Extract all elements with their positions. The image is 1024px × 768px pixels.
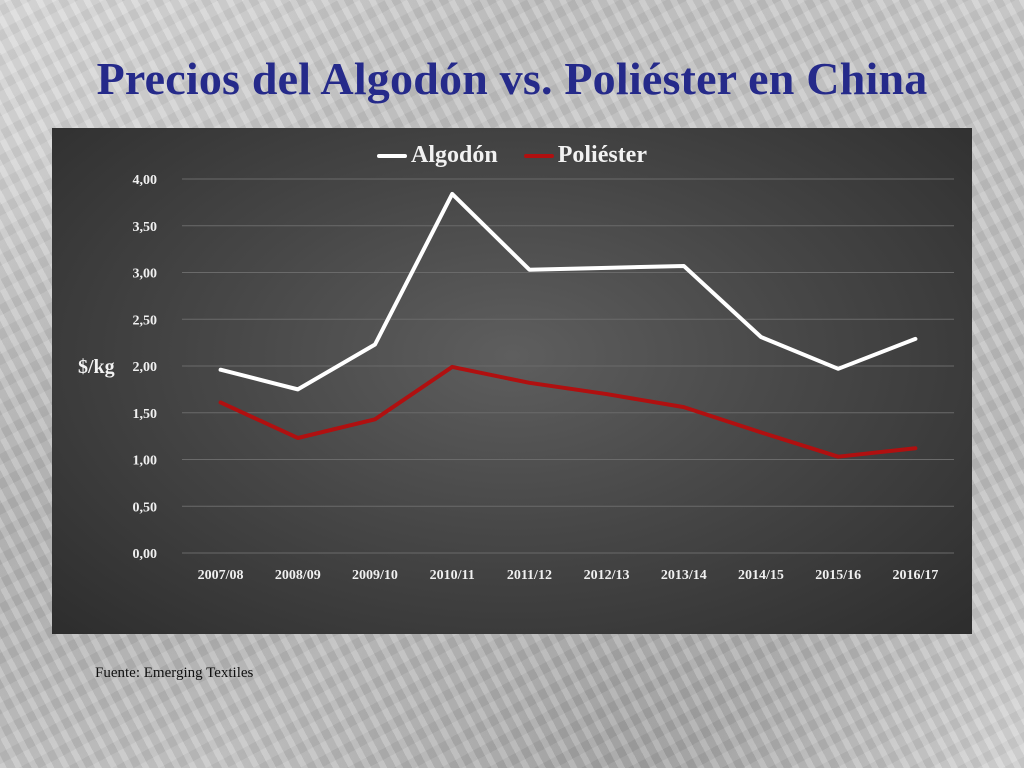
x-tick-label: 2015/16 <box>815 568 861 583</box>
x-tick-label: 2007/08 <box>198 568 244 583</box>
data-point <box>759 430 763 434</box>
y-axis-label: $/kg <box>78 356 115 378</box>
data-point <box>682 264 686 268</box>
y-tick-label: 4,00 <box>133 173 158 188</box>
y-tick-label: 1,50 <box>133 407 158 422</box>
x-tick-label: 2012/13 <box>584 568 630 583</box>
data-point <box>605 266 609 270</box>
y-tick-label: 0,00 <box>133 547 158 562</box>
x-tick-label: 2009/10 <box>352 568 398 583</box>
chart-legend: Algodón Poliéster <box>52 142 972 169</box>
data-point <box>605 392 609 396</box>
y-tick-label: 0,50 <box>133 500 158 515</box>
chart-panel: 0,00 0,50 1,00 1,50 2,00 2,50 3,00 3,50 4,00 2007… <box>52 128 972 634</box>
data-point <box>527 268 531 272</box>
data-point <box>373 342 377 346</box>
data-point <box>219 400 223 404</box>
data-point <box>450 365 454 369</box>
data-point <box>836 455 840 459</box>
legend-label-poliester: Poliéster <box>557 142 647 168</box>
line-chart: 0,00 0,50 1,00 1,50 2,00 2,50 3,00 3,50 4,00 2007… <box>133 173 954 583</box>
data-point <box>682 405 686 409</box>
x-tick-label: 2010/11 <box>430 568 475 583</box>
data-point <box>219 368 223 372</box>
legend-label-algodon: Algodón <box>411 142 498 168</box>
series-line-algodon <box>218 191 918 392</box>
legend-swatch-algodon <box>377 153 407 158</box>
y-tick-label: 3,50 <box>133 220 158 235</box>
x-tick-label: 2014/15 <box>738 568 784 583</box>
slide-title: Precios del Algodón vs. Poliéster en Chi… <box>96 53 928 104</box>
data-point <box>836 367 840 371</box>
x-tick-label: 2016/17 <box>892 568 938 583</box>
data-point <box>527 381 531 385</box>
data-point <box>296 387 300 391</box>
legend-item-algodon: Algodón <box>377 142 498 169</box>
x-tick-label: 2008/09 <box>275 568 321 583</box>
data-point <box>450 192 454 196</box>
data-point <box>913 337 917 341</box>
legend-item-poliester: Poliéster <box>523 142 647 169</box>
source-note: Fuente: Emerging Textiles <box>95 665 254 681</box>
data-point <box>373 417 377 421</box>
series-line-poliester <box>218 364 918 459</box>
y-tick-label: 3,00 <box>133 267 158 282</box>
legend-swatch-poliester <box>523 153 554 158</box>
data-point <box>913 446 917 450</box>
data-point <box>296 436 300 440</box>
data-point <box>759 335 763 339</box>
y-tick-label: 2,50 <box>133 313 158 328</box>
y-tick-label: 2,00 <box>133 360 158 375</box>
x-tick-label: 2013/14 <box>661 568 707 583</box>
y-tick-label: 1,00 <box>133 454 158 469</box>
x-tick-label: 2011/12 <box>507 568 552 583</box>
